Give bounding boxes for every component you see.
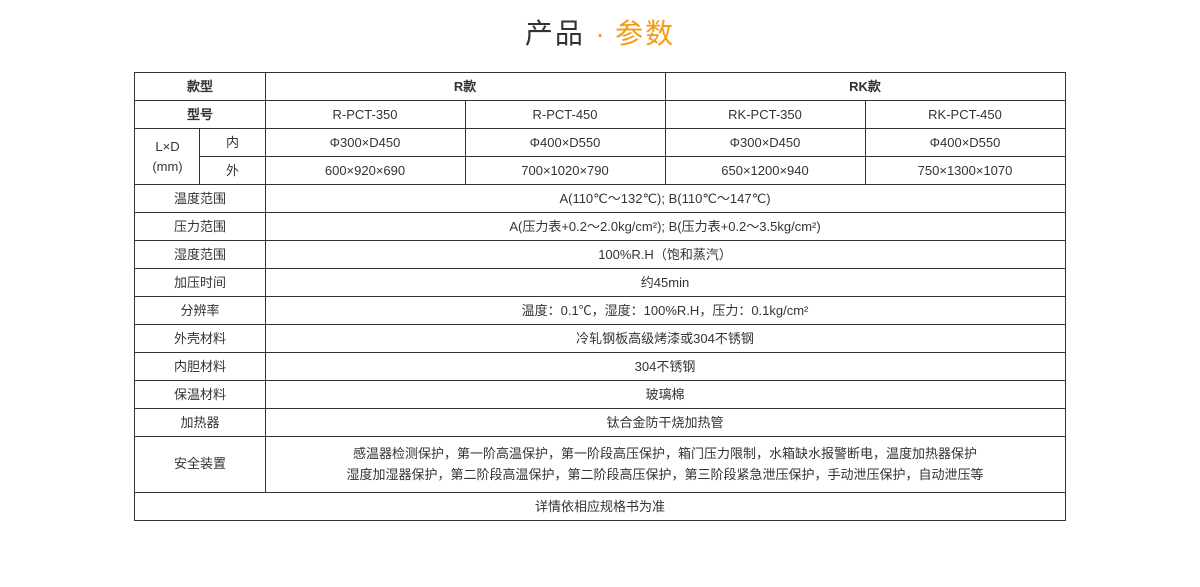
row-label: 湿度范围 (135, 241, 265, 269)
row-label: 保温材料 (135, 381, 265, 409)
page-title: 产品 · 参数 (0, 0, 1200, 72)
row-value: 100%R.H（饱和蒸汽） (265, 241, 1065, 269)
model-cell: R-PCT-450 (465, 101, 665, 129)
table-row: 详情依相应规格书为准 (135, 493, 1065, 521)
model-cell: R-PCT-350 (265, 101, 465, 129)
row-value: A(110℃～132℃); B(110℃～147℃) (265, 185, 1065, 213)
model-cell: RK-PCT-350 (665, 101, 865, 129)
dim-cell: Φ300×D450 (665, 129, 865, 157)
row-label: 加热器 (135, 409, 265, 437)
row-label: 分辨率 (135, 297, 265, 325)
row-label: 温度范围 (135, 185, 265, 213)
row-label: 压力范围 (135, 213, 265, 241)
dim-cell: 600×920×690 (265, 157, 465, 185)
table-row: 温度范围 A(110℃～132℃); B(110℃～147℃) (135, 185, 1065, 213)
table-row: 内胆材料 304不锈钢 (135, 353, 1065, 381)
spec-table: 款型 R款 RK款 型号 R-PCT-350 R-PCT-450 RK-PCT-… (134, 72, 1065, 521)
table-row: 湿度范围 100%R.H（饱和蒸汽） (135, 241, 1065, 269)
dim-inner-label: 内 (200, 129, 265, 157)
header-model-label: 型号 (135, 101, 265, 129)
row-label: 内胆材料 (135, 353, 265, 381)
dim-cell: Φ400×D550 (865, 129, 1065, 157)
title-left: 产品 (525, 18, 585, 49)
table-row: 安全装置 感温器检测保护，第一阶高温保护，第一阶段高压保护，箱门压力限制，水箱缺… (135, 437, 1065, 493)
table-row: 款型 R款 RK款 (135, 73, 1065, 101)
row-value: 冷轧钢板高级烤漆或304不锈钢 (265, 325, 1065, 353)
title-right: 参数 (615, 18, 675, 49)
header-style-label: 款型 (135, 73, 265, 101)
table-row: 保温材料 玻璃棉 (135, 381, 1065, 409)
table-row: 外壳材料 冷轧钢板高级烤漆或304不锈钢 (135, 325, 1065, 353)
header-style-r: R款 (265, 73, 665, 101)
row-value: 玻璃棉 (265, 381, 1065, 409)
table-row: L×D (mm) 内 Φ300×D450 Φ400×D550 Φ300×D450… (135, 129, 1065, 157)
row-value: 304不锈钢 (265, 353, 1065, 381)
row-value: 温度：0.1℃，湿度：100%R.H，压力：0.1kg/cm² (265, 297, 1065, 325)
table-row: 分辨率 温度：0.1℃，湿度：100%R.H，压力：0.1kg/cm² (135, 297, 1065, 325)
dim-group-label: L×D (mm) (135, 129, 200, 185)
dim-cell: 700×1020×790 (465, 157, 665, 185)
row-label: 外壳材料 (135, 325, 265, 353)
row-label: 加压时间 (135, 269, 265, 297)
footer-note: 详情依相应规格书为准 (135, 493, 1065, 521)
table-row: 型号 R-PCT-350 R-PCT-450 RK-PCT-350 RK-PCT… (135, 101, 1065, 129)
model-cell: RK-PCT-450 (865, 101, 1065, 129)
row-value: 钛合金防干烧加热管 (265, 409, 1065, 437)
dim-cell: Φ400×D550 (465, 129, 665, 157)
row-value: 感温器检测保护，第一阶高温保护，第一阶段高压保护，箱门压力限制，水箱缺水报警断电… (265, 437, 1065, 493)
dim-cell: 650×1200×940 (665, 157, 865, 185)
header-style-rk: RK款 (665, 73, 1065, 101)
title-dot: · (595, 18, 604, 49)
table-row: 压力范围 A(压力表+0.2～2.0kg/cm²); B(压力表+0.2～3.5… (135, 213, 1065, 241)
row-value: A(压力表+0.2～2.0kg/cm²); B(压力表+0.2～3.5kg/cm… (265, 213, 1065, 241)
row-label: 安全装置 (135, 437, 265, 493)
row-value: 约45min (265, 269, 1065, 297)
table-row: 外 600×920×690 700×1020×790 650×1200×940 … (135, 157, 1065, 185)
dim-cell: 750×1300×1070 (865, 157, 1065, 185)
table-row: 加热器 钛合金防干烧加热管 (135, 409, 1065, 437)
dim-outer-label: 外 (200, 157, 265, 185)
table-row: 加压时间 约45min (135, 269, 1065, 297)
dim-cell: Φ300×D450 (265, 129, 465, 157)
